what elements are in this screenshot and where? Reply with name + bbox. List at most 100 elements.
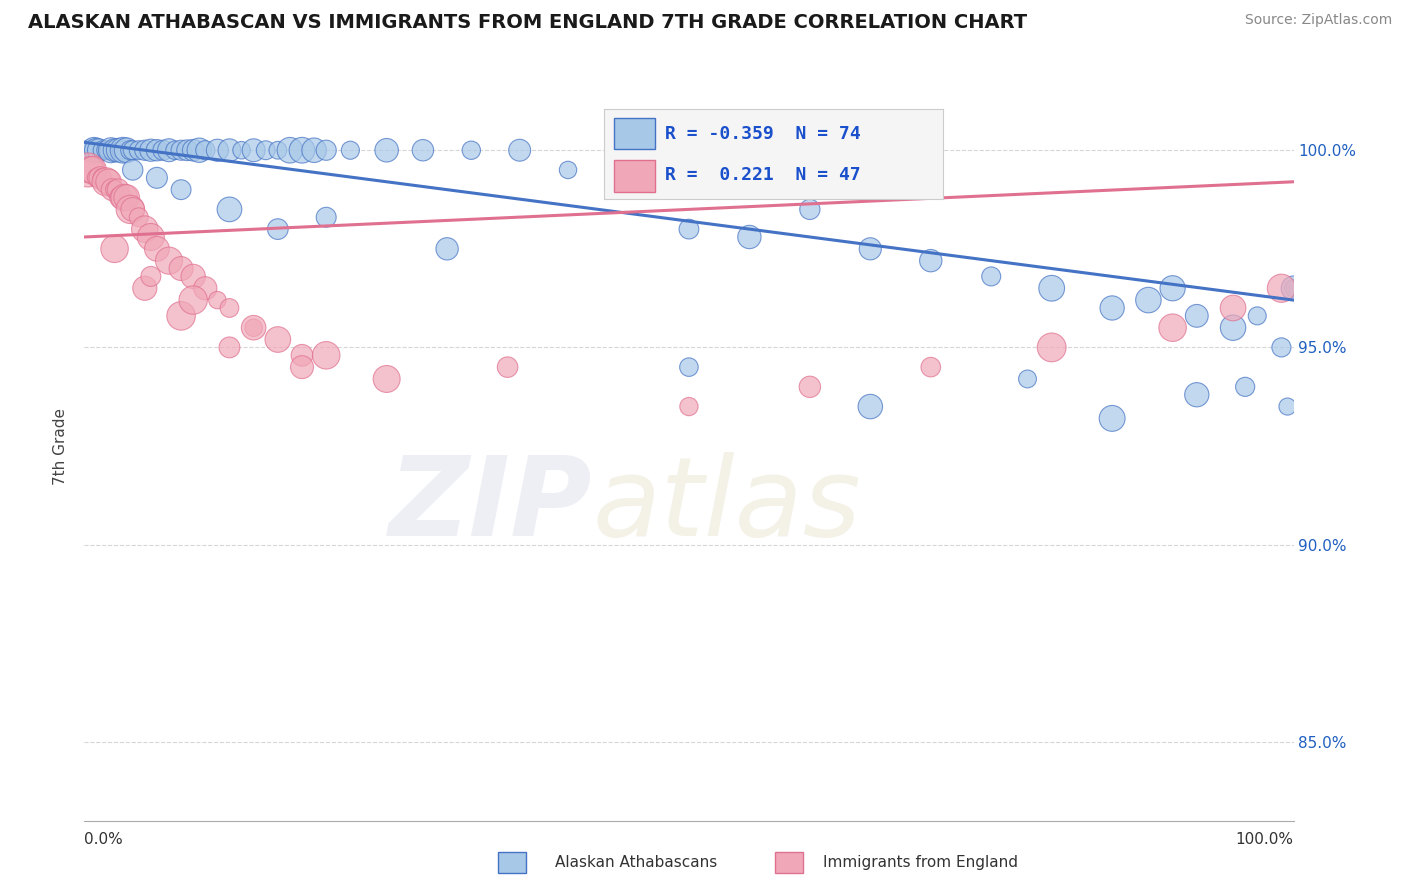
- Point: [496, 360, 519, 375]
- Point: [242, 143, 264, 157]
- Point: [617, 175, 640, 189]
- Point: [278, 143, 301, 157]
- Point: [110, 190, 132, 204]
- Point: [375, 143, 398, 157]
- Point: [859, 242, 882, 256]
- Point: [181, 293, 204, 307]
- Point: [738, 230, 761, 244]
- Point: [194, 281, 217, 295]
- Text: Immigrants from England: Immigrants from England: [823, 855, 1018, 870]
- Point: [128, 143, 150, 157]
- Point: [218, 301, 240, 315]
- Point: [100, 143, 122, 157]
- Point: [1040, 340, 1063, 354]
- Text: Alaskan Athabascans: Alaskan Athabascans: [555, 855, 717, 870]
- Point: [460, 143, 482, 157]
- Point: [112, 143, 135, 157]
- Point: [291, 143, 314, 157]
- Point: [1270, 281, 1292, 295]
- Point: [859, 400, 882, 414]
- Point: [82, 163, 104, 178]
- Point: [1246, 309, 1268, 323]
- Point: [242, 320, 264, 334]
- Point: [101, 183, 124, 197]
- Text: Source: ZipAtlas.com: Source: ZipAtlas.com: [1244, 13, 1392, 28]
- Point: [104, 242, 127, 256]
- Point: [97, 143, 120, 157]
- Point: [139, 230, 162, 244]
- Point: [1222, 320, 1244, 334]
- Point: [91, 170, 114, 185]
- Point: [1185, 388, 1208, 402]
- Point: [146, 143, 169, 157]
- Point: [120, 143, 142, 157]
- Point: [87, 143, 110, 157]
- Text: ALASKAN ATHABASCAN VS IMMIGRANTS FROM ENGLAND 7TH GRADE CORRELATION CHART: ALASKAN ATHABASCAN VS IMMIGRANTS FROM EN…: [28, 13, 1028, 32]
- Point: [315, 143, 337, 157]
- Point: [436, 242, 458, 256]
- Point: [134, 222, 156, 236]
- Point: [1234, 380, 1257, 394]
- Point: [315, 211, 337, 225]
- Y-axis label: 7th Grade: 7th Grade: [53, 408, 69, 484]
- Text: 0.0%: 0.0%: [84, 832, 124, 847]
- Point: [980, 269, 1002, 284]
- Point: [302, 143, 325, 157]
- Point: [181, 143, 204, 157]
- Point: [170, 261, 193, 276]
- Point: [1282, 281, 1305, 295]
- Point: [107, 143, 129, 157]
- Point: [112, 190, 135, 204]
- Point: [139, 269, 162, 284]
- Point: [121, 143, 143, 157]
- Point: [254, 143, 277, 157]
- Point: [146, 170, 169, 185]
- Point: [557, 163, 579, 178]
- Point: [110, 143, 132, 157]
- Point: [104, 143, 127, 157]
- Point: [170, 309, 193, 323]
- Point: [375, 372, 398, 386]
- Point: [291, 360, 314, 375]
- Point: [165, 143, 187, 157]
- Point: [89, 170, 111, 185]
- Point: [1222, 301, 1244, 315]
- Point: [86, 170, 108, 185]
- Point: [176, 143, 198, 157]
- Point: [134, 143, 156, 157]
- Point: [83, 143, 105, 157]
- Point: [79, 163, 101, 178]
- Point: [218, 202, 240, 217]
- Point: [157, 253, 180, 268]
- Point: [231, 143, 253, 157]
- Point: [339, 143, 361, 157]
- Point: [267, 222, 290, 236]
- Point: [188, 143, 211, 157]
- Point: [678, 400, 700, 414]
- Point: [181, 269, 204, 284]
- Point: [94, 143, 117, 157]
- Point: [1161, 320, 1184, 334]
- Point: [1277, 400, 1299, 414]
- Point: [920, 360, 942, 375]
- Point: [104, 183, 127, 197]
- Point: [115, 190, 138, 204]
- Point: [170, 183, 193, 197]
- Point: [170, 143, 193, 157]
- Point: [77, 163, 100, 178]
- Point: [121, 202, 143, 217]
- Point: [134, 281, 156, 295]
- Point: [97, 175, 120, 189]
- Point: [146, 242, 169, 256]
- Point: [157, 143, 180, 157]
- Point: [1101, 411, 1123, 425]
- Text: 100.0%: 100.0%: [1236, 832, 1294, 847]
- Point: [678, 360, 700, 375]
- Point: [152, 143, 174, 157]
- Text: ZIP: ZIP: [388, 452, 592, 559]
- Point: [799, 380, 821, 394]
- Point: [91, 143, 114, 157]
- Point: [315, 348, 337, 362]
- Point: [86, 143, 108, 157]
- Point: [218, 143, 240, 157]
